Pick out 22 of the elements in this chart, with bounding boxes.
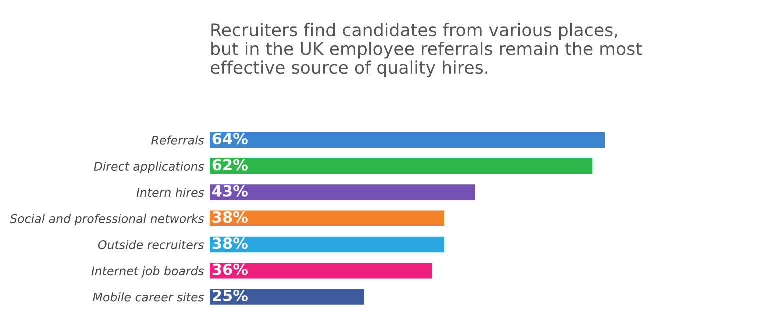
data-label: 64% xyxy=(212,133,248,145)
bar xyxy=(210,158,593,174)
y-tick-label: Mobile career sites xyxy=(93,292,204,302)
y-tick-label: Referrals xyxy=(152,136,204,145)
data-label: 38% xyxy=(212,212,248,224)
y-tick-label: Internet job boards xyxy=(92,266,204,278)
bar xyxy=(210,263,432,279)
chart-title: Recruiters find candidates from various places, but in the UK employee referrals remain the most effective source of quality hires. xyxy=(210,23,642,78)
bar xyxy=(210,184,476,200)
data-label: 25% xyxy=(213,290,248,302)
y-tick-label: Intern hires xyxy=(136,188,204,198)
bar xyxy=(210,289,364,305)
data-label: 62% xyxy=(212,159,248,171)
bar xyxy=(210,210,445,226)
bar xyxy=(210,236,445,253)
y-tick-label: Direct applications xyxy=(94,162,204,174)
y-tick-label: Social and professional networks xyxy=(10,214,204,226)
bar xyxy=(210,132,605,148)
data-label: 43% xyxy=(212,185,248,197)
y-tick-label: Outside recruiters xyxy=(98,240,204,250)
data-label: 36% xyxy=(212,264,248,276)
data-label: 38% xyxy=(212,238,248,250)
